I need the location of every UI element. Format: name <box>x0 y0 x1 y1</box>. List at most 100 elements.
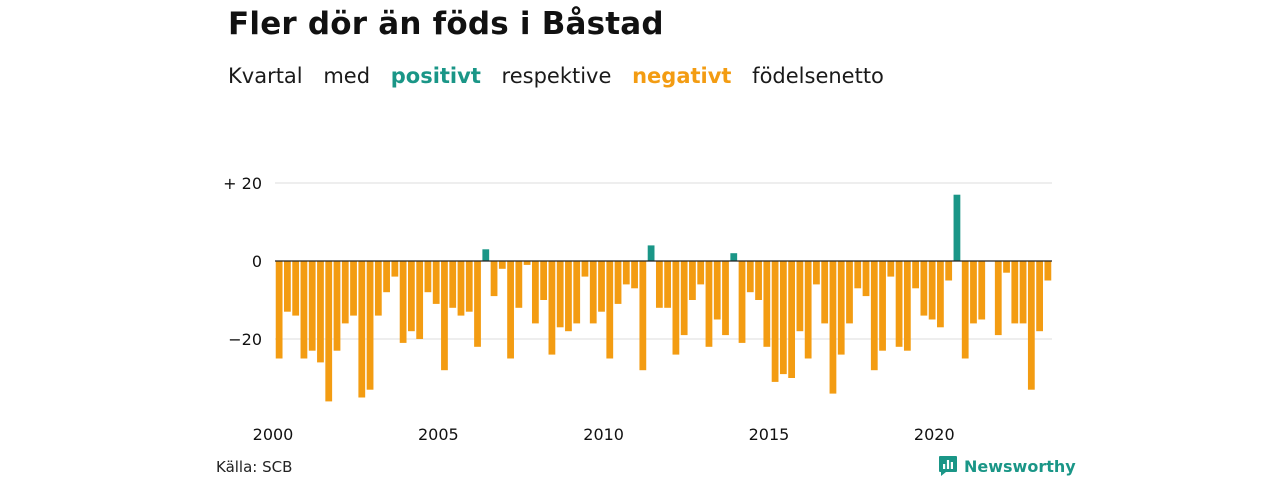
bar <box>763 261 771 347</box>
y-tick-label: −20 <box>228 330 262 349</box>
bar <box>796 261 804 332</box>
bar <box>1019 261 1027 324</box>
bar <box>333 261 341 351</box>
bar <box>515 261 523 308</box>
subtitle-text-net-births: födelsenetto <box>752 64 884 88</box>
bar <box>755 261 762 300</box>
bar <box>779 261 787 375</box>
bar <box>457 261 465 316</box>
subtitle-text-quarter: Kvartal <box>228 64 303 88</box>
bar <box>870 261 878 371</box>
bar <box>854 261 862 289</box>
y-tick-label: 0 <box>252 252 262 271</box>
bar <box>474 261 481 347</box>
bar <box>961 261 969 359</box>
x-tick-label: 2020 <box>914 425 955 444</box>
bar <box>846 261 853 324</box>
bar <box>573 261 581 324</box>
bar <box>614 261 622 304</box>
bar <box>498 261 506 269</box>
bar <box>341 261 349 324</box>
source-note: Källa: SCB <box>216 458 293 476</box>
y-tick-label: + 20 <box>223 174 262 193</box>
newsworthy-logo-icon <box>939 456 957 476</box>
bar <box>581 261 589 277</box>
bar <box>358 261 366 398</box>
bar <box>647 245 655 261</box>
bar <box>1044 261 1052 281</box>
bar <box>490 261 498 297</box>
bar <box>730 253 738 261</box>
bar <box>879 261 886 351</box>
bar <box>556 261 564 328</box>
bar <box>540 261 548 300</box>
bar <box>821 261 829 324</box>
bar <box>804 261 812 359</box>
bar <box>317 261 324 363</box>
bar <box>1036 261 1043 332</box>
subtitle-text-with: med <box>323 64 371 88</box>
bar <box>705 261 713 347</box>
subtitle-negative-word: negativt <box>632 64 732 88</box>
chart-subtitle: Kvartal med positivt respektive negativt… <box>228 64 898 88</box>
bar <box>589 261 597 324</box>
bar <box>441 261 448 371</box>
bar <box>937 261 944 328</box>
bar <box>374 261 382 316</box>
bar <box>531 261 539 324</box>
bar <box>895 261 903 347</box>
bar <box>606 261 614 359</box>
bar <box>391 261 399 277</box>
x-tick-label: 2005 <box>418 425 459 444</box>
bar <box>953 194 961 261</box>
brand-name: Newsworthy <box>964 456 1076 476</box>
bar <box>713 261 721 320</box>
bar <box>292 261 300 316</box>
bar <box>598 261 605 312</box>
x-tick-label: 2015 <box>749 425 790 444</box>
bar <box>746 261 754 293</box>
bar <box>1011 261 1019 324</box>
bar <box>672 261 680 355</box>
bar <box>308 261 316 351</box>
bar <box>383 261 390 293</box>
bar <box>622 261 630 285</box>
bar <box>482 249 490 261</box>
bar <box>284 261 291 312</box>
bar <box>903 261 911 351</box>
bar <box>548 261 556 355</box>
bar <box>887 261 895 277</box>
bar <box>689 261 696 300</box>
bar <box>837 261 845 355</box>
bar <box>275 261 283 359</box>
bar <box>523 261 531 265</box>
bar <box>920 261 928 316</box>
bar <box>408 261 415 332</box>
subtitle-text-respectively: respektive <box>501 64 612 88</box>
bar <box>449 261 457 308</box>
bar <box>697 261 705 285</box>
bar <box>664 261 672 308</box>
bar <box>325 261 333 402</box>
bar <box>399 261 407 343</box>
x-tick-label: 2000 <box>253 425 294 444</box>
bar <box>994 261 1002 336</box>
bar <box>862 261 870 297</box>
bar <box>1003 261 1010 273</box>
bar <box>300 261 308 359</box>
bar <box>970 261 977 324</box>
bar <box>655 261 663 308</box>
bar <box>565 261 572 332</box>
bar <box>680 261 688 336</box>
bar <box>978 261 986 320</box>
bar <box>350 261 357 316</box>
brand: Newsworthy <box>938 455 1076 477</box>
bar <box>366 261 374 390</box>
bar <box>424 261 432 293</box>
bar <box>928 261 936 320</box>
bar <box>788 261 796 378</box>
bar <box>639 261 647 371</box>
bar <box>465 261 473 312</box>
chart-title: Fler dör än föds i Båstad <box>228 6 664 42</box>
bar <box>1027 261 1035 390</box>
